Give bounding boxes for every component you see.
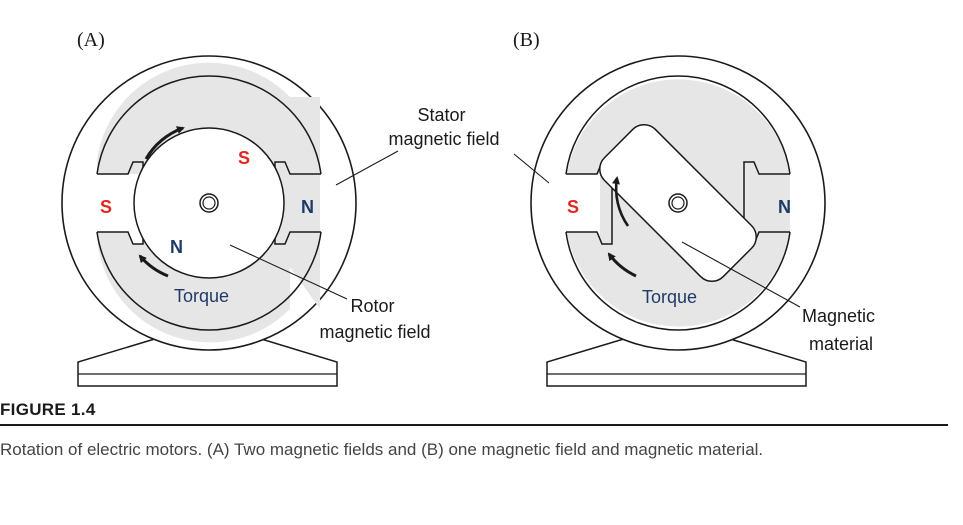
torque-arrow-top-b — [612, 176, 630, 227]
stator-callout-leader-b — [513, 153, 550, 184]
shaft-b — [668, 193, 688, 213]
stator-left-pole-a: S — [100, 197, 112, 217]
rotor-top-pole-a: S — [238, 148, 250, 168]
stator-callout: Stator magnetic field — [388, 105, 499, 149]
motor-base-b — [546, 337, 807, 387]
figure-number: FIGURE 1.4 — [0, 400, 948, 426]
panel-a: (A) S N — [61, 29, 500, 387]
material-callout-leader — [681, 241, 801, 308]
rotor-callout: Rotor magnetic field — [319, 296, 430, 342]
torque-label-a: Torque — [174, 286, 229, 306]
stator-right-pole-b: N — [778, 197, 791, 217]
rotor-callout-line2: magnetic field — [319, 322, 430, 342]
torque-arrow-bottom-b — [607, 252, 637, 278]
shaft-a — [199, 193, 219, 213]
motor-base-a — [77, 337, 338, 387]
panel-b: (B) — [513, 29, 880, 387]
rotor-callout-line1: Rotor — [350, 296, 394, 316]
stator-callout-leader — [335, 150, 399, 186]
motor-rotation-figure: (A) S N — [61, 29, 880, 387]
material-callout-line2: material — [809, 334, 873, 354]
stator-callout-line1: Stator — [417, 105, 465, 125]
stator-left-pole-b: S — [567, 197, 579, 217]
torque-label-b: Torque — [642, 287, 697, 307]
material-callout-line1: Magnetic — [802, 306, 875, 326]
material-callout: Magnetic material — [802, 306, 880, 354]
rotor-bottom-pole-a: N — [170, 237, 183, 257]
stator-callout-line2: magnetic field — [388, 129, 499, 149]
rotor-callout-leader — [229, 244, 348, 300]
figure-caption: Rotation of electric motors. (A) Two mag… — [0, 440, 764, 459]
torque-arrow-bottom-a — [138, 254, 169, 278]
torque-arrow-top-a — [144, 126, 185, 160]
panel-b-label: (B) — [513, 29, 540, 51]
stator-right-pole-a: N — [301, 197, 314, 217]
panel-a-label: (A) — [77, 29, 105, 51]
